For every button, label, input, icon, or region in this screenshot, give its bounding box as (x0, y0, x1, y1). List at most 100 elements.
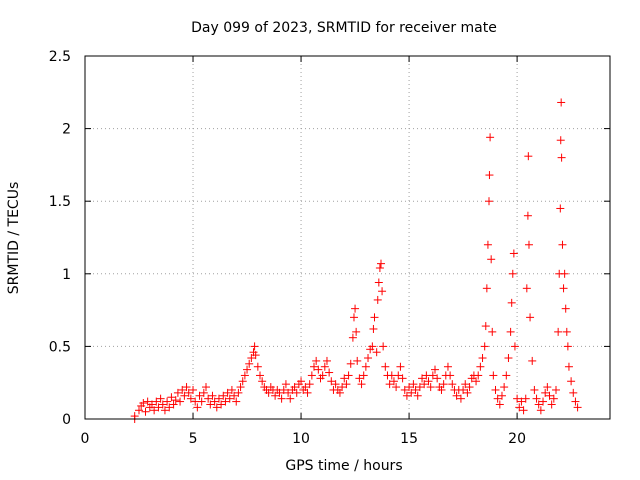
data-point (232, 397, 241, 406)
x-tick-label: 10 (292, 431, 310, 447)
data-point (238, 377, 247, 386)
data-point (369, 324, 378, 333)
data-point (135, 406, 144, 415)
data-point (502, 371, 511, 380)
x-tick-label: 0 (81, 431, 90, 447)
data-point (325, 368, 334, 377)
data-point (474, 371, 483, 380)
data-point (407, 388, 416, 397)
data-point (176, 397, 185, 406)
y-axis-label: SRMTID / TECUs (6, 182, 22, 295)
data-point (301, 383, 310, 392)
data-point (236, 383, 245, 392)
data-point (320, 362, 329, 371)
data-point (389, 377, 398, 386)
data-point (297, 377, 306, 386)
data-point (506, 327, 515, 336)
data-point (557, 98, 566, 107)
data-point (521, 394, 530, 403)
data-point (351, 304, 360, 313)
data-point (217, 400, 226, 409)
data-point (448, 380, 457, 389)
chart-title: Day 099 of 2023, SRMTID for receiver mat… (191, 20, 497, 36)
data-point (344, 371, 353, 380)
data-point (485, 197, 494, 206)
data-point (385, 380, 394, 389)
data-point (530, 385, 539, 394)
data-point (230, 391, 239, 400)
data-point (158, 400, 167, 409)
data-point (396, 362, 405, 371)
data-point (171, 396, 180, 405)
data-point (372, 348, 381, 357)
data-point (439, 380, 448, 389)
data-point (564, 362, 573, 371)
data-point (411, 385, 420, 394)
data-point (340, 374, 349, 383)
data-point (472, 377, 481, 386)
data-point (219, 391, 228, 400)
data-point (543, 383, 552, 392)
data-point (573, 403, 582, 412)
data-point (528, 356, 537, 365)
data-point (413, 391, 422, 400)
data-point (563, 342, 572, 351)
data-point (394, 371, 403, 380)
data-point (487, 255, 496, 264)
data-point (154, 403, 163, 412)
data-point (150, 406, 159, 415)
data-point (214, 394, 223, 403)
data-point (519, 406, 528, 415)
data-point (349, 313, 358, 322)
data-point (346, 359, 355, 368)
data-point (495, 400, 504, 409)
data-point (180, 391, 189, 400)
data-point (560, 269, 569, 278)
data-point (156, 394, 165, 403)
y-tick-label: 1.5 (49, 194, 71, 210)
data-point (245, 359, 254, 368)
data-point (459, 385, 468, 394)
data-point (491, 385, 500, 394)
data-point (402, 391, 411, 400)
data-point (426, 383, 435, 392)
data-point (335, 388, 344, 397)
data-point (199, 388, 208, 397)
data-point (139, 399, 148, 408)
data-point (381, 362, 390, 371)
data-point (561, 304, 570, 313)
data-point (204, 394, 213, 403)
data-point (517, 397, 526, 406)
data-point (551, 385, 560, 394)
x-tick-label: 5 (189, 431, 198, 447)
data-point (331, 380, 340, 389)
data-point (208, 391, 217, 400)
data-point (305, 380, 314, 389)
data-point (292, 388, 301, 397)
data-point (189, 385, 198, 394)
data-point (373, 295, 382, 304)
data-point (379, 342, 388, 351)
data-point (465, 383, 474, 392)
data-point (507, 298, 516, 307)
data-point (476, 362, 485, 371)
data-point (446, 371, 455, 380)
data-point (184, 388, 193, 397)
data-point (163, 397, 172, 406)
data-point (523, 211, 532, 220)
data-point (152, 397, 161, 406)
data-point (355, 374, 364, 383)
data-point (409, 380, 418, 389)
data-points (130, 98, 582, 423)
data-point (504, 354, 513, 363)
data-point (418, 374, 427, 383)
data-point (482, 284, 491, 293)
data-point (359, 371, 368, 380)
x-axis-label: GPS time / hours (285, 458, 402, 474)
data-point (541, 388, 550, 397)
data-point (539, 397, 548, 406)
data-point (424, 377, 433, 386)
data-point (182, 383, 191, 392)
